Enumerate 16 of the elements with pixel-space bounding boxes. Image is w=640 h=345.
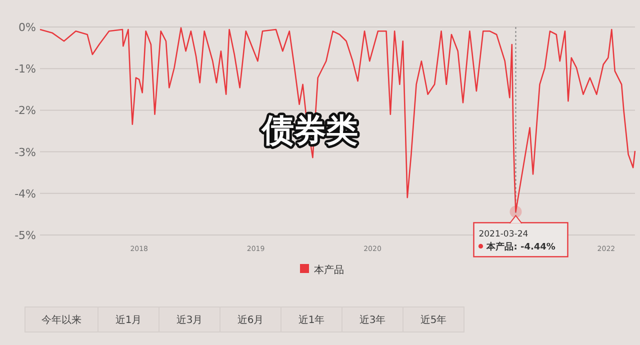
text: 近3年 — [359, 314, 386, 326]
legend-label: 本产品 — [314, 264, 344, 276]
annotation: 2021-03-24 — [478, 230, 528, 240]
text: 近6月 — [237, 314, 264, 326]
y-tick-label: -1% — [14, 62, 36, 76]
text: 近3月 — [176, 314, 203, 326]
y-tick-label: -5% — [14, 229, 36, 242]
y-tick-label: 0% — [18, 21, 36, 34]
y-tick-label: -4% — [14, 187, 36, 200]
text: 今年以来 — [42, 314, 82, 326]
text: 近1月 — [115, 314, 142, 326]
text: 近1年 — [298, 314, 325, 326]
text: 近5年 — [420, 314, 447, 326]
y-tick-label: -2% — [14, 104, 36, 118]
text: 本产品: -4.44% — [486, 242, 556, 253]
y-tick-label: -3% — [14, 146, 36, 159]
